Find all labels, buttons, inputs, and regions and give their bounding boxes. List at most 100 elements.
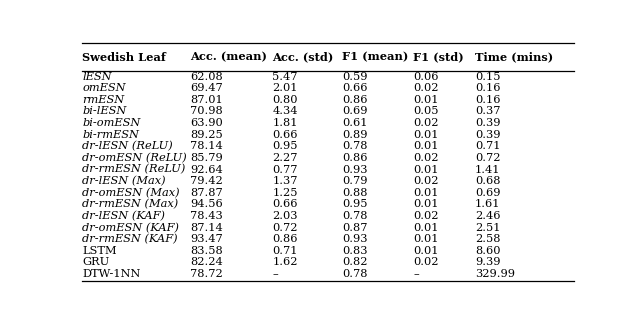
Text: 0.01: 0.01 [413, 130, 439, 140]
Text: 0.02: 0.02 [413, 83, 439, 93]
Text: 0.69: 0.69 [342, 106, 367, 117]
Text: 0.78: 0.78 [342, 141, 367, 151]
Text: 0.95: 0.95 [342, 199, 367, 209]
Text: 82.24: 82.24 [190, 258, 223, 267]
Text: LSTM: LSTM [83, 246, 117, 256]
Text: Acc. (mean): Acc. (mean) [190, 52, 267, 63]
Text: dr-omESN (ReLU): dr-omESN (ReLU) [83, 153, 188, 163]
Text: 79.42: 79.42 [190, 176, 223, 186]
Text: 4.34: 4.34 [273, 106, 298, 117]
Text: 0.37: 0.37 [475, 106, 500, 117]
Text: 0.16: 0.16 [475, 95, 500, 105]
Text: 0.02: 0.02 [413, 176, 439, 186]
Text: 0.78: 0.78 [342, 211, 367, 221]
Text: 0.80: 0.80 [273, 95, 298, 105]
Text: bi-lESN: bi-lESN [83, 106, 127, 117]
Text: 0.77: 0.77 [273, 165, 298, 174]
Text: 0.01: 0.01 [413, 223, 439, 233]
Text: 89.25: 89.25 [190, 130, 223, 140]
Text: GRU: GRU [83, 258, 109, 267]
Text: 0.02: 0.02 [413, 153, 439, 163]
Text: 0.39: 0.39 [475, 130, 500, 140]
Text: 78.43: 78.43 [190, 211, 223, 221]
Text: 329.99: 329.99 [475, 269, 515, 279]
Text: 0.88: 0.88 [342, 188, 367, 198]
Text: 94.56: 94.56 [190, 199, 223, 209]
Text: 0.66: 0.66 [342, 83, 367, 93]
Text: 0.86: 0.86 [342, 153, 367, 163]
Text: 8.60: 8.60 [475, 246, 500, 256]
Text: 2.58: 2.58 [475, 234, 500, 244]
Text: 0.93: 0.93 [342, 165, 367, 174]
Text: 0.02: 0.02 [413, 258, 439, 267]
Text: dr-lESN (KAF): dr-lESN (KAF) [83, 211, 166, 221]
Text: DTW-1NN: DTW-1NN [83, 269, 141, 279]
Text: rmESN: rmESN [83, 95, 125, 105]
Text: 70.98: 70.98 [190, 106, 223, 117]
Text: 9.39: 9.39 [475, 258, 500, 267]
Text: dr-lESN (Max): dr-lESN (Max) [83, 176, 166, 186]
Text: 2.27: 2.27 [273, 153, 298, 163]
Text: 87.87: 87.87 [190, 188, 223, 198]
Text: 1.81: 1.81 [273, 118, 298, 128]
Text: dr-rmESN (KAF): dr-rmESN (KAF) [83, 234, 178, 244]
Text: 0.87: 0.87 [342, 223, 367, 233]
Text: 92.64: 92.64 [190, 165, 223, 174]
Text: Acc. (std): Acc. (std) [273, 52, 334, 63]
Text: 0.89: 0.89 [342, 130, 367, 140]
Text: 63.90: 63.90 [190, 118, 223, 128]
Text: 0.72: 0.72 [475, 153, 500, 163]
Text: 2.51: 2.51 [475, 223, 500, 233]
Text: Time (mins): Time (mins) [475, 52, 553, 63]
Text: 0.71: 0.71 [273, 246, 298, 256]
Text: –: – [413, 269, 419, 279]
Text: lESN: lESN [83, 72, 112, 82]
Text: 2.03: 2.03 [273, 211, 298, 221]
Text: 0.78: 0.78 [342, 269, 367, 279]
Text: 0.16: 0.16 [475, 83, 500, 93]
Text: 0.06: 0.06 [413, 72, 439, 82]
Text: 0.59: 0.59 [342, 72, 367, 82]
Text: 0.95: 0.95 [273, 141, 298, 151]
Text: 0.01: 0.01 [413, 188, 439, 198]
Text: 1.41: 1.41 [475, 165, 500, 174]
Text: F1 (mean): F1 (mean) [342, 52, 408, 63]
Text: 0.01: 0.01 [413, 234, 439, 244]
Text: 0.72: 0.72 [273, 223, 298, 233]
Text: 1.25: 1.25 [273, 188, 298, 198]
Text: 1.62: 1.62 [273, 258, 298, 267]
Text: 78.72: 78.72 [190, 269, 223, 279]
Text: omESN: omESN [83, 83, 126, 93]
Text: 0.66: 0.66 [273, 130, 298, 140]
Text: 0.69: 0.69 [475, 188, 500, 198]
Text: 0.02: 0.02 [413, 211, 439, 221]
Text: 0.83: 0.83 [342, 246, 367, 256]
Text: 2.46: 2.46 [475, 211, 500, 221]
Text: 0.71: 0.71 [475, 141, 500, 151]
Text: 0.79: 0.79 [342, 176, 367, 186]
Text: 1.37: 1.37 [273, 176, 298, 186]
Text: 0.93: 0.93 [342, 234, 367, 244]
Text: 69.47: 69.47 [190, 83, 223, 93]
Text: –: – [273, 269, 278, 279]
Text: 0.86: 0.86 [273, 234, 298, 244]
Text: 93.47: 93.47 [190, 234, 223, 244]
Text: dr-omESN (KAF): dr-omESN (KAF) [83, 222, 179, 233]
Text: 0.61: 0.61 [342, 118, 367, 128]
Text: 0.01: 0.01 [413, 199, 439, 209]
Text: 87.14: 87.14 [190, 223, 223, 233]
Text: 87.01: 87.01 [190, 95, 223, 105]
Text: 0.01: 0.01 [413, 246, 439, 256]
Text: Swedish Leaf: Swedish Leaf [83, 52, 166, 63]
Text: 83.58: 83.58 [190, 246, 223, 256]
Text: 1.61: 1.61 [475, 199, 500, 209]
Text: 0.05: 0.05 [413, 106, 439, 117]
Text: 0.15: 0.15 [475, 72, 500, 82]
Text: F1 (std): F1 (std) [413, 52, 464, 63]
Text: 78.14: 78.14 [190, 141, 223, 151]
Text: 2.01: 2.01 [273, 83, 298, 93]
Text: dr-omESN (Max): dr-omESN (Max) [83, 188, 180, 198]
Text: 5.47: 5.47 [273, 72, 298, 82]
Text: 0.66: 0.66 [273, 199, 298, 209]
Text: dr-rmESN (ReLU): dr-rmESN (ReLU) [83, 165, 186, 175]
